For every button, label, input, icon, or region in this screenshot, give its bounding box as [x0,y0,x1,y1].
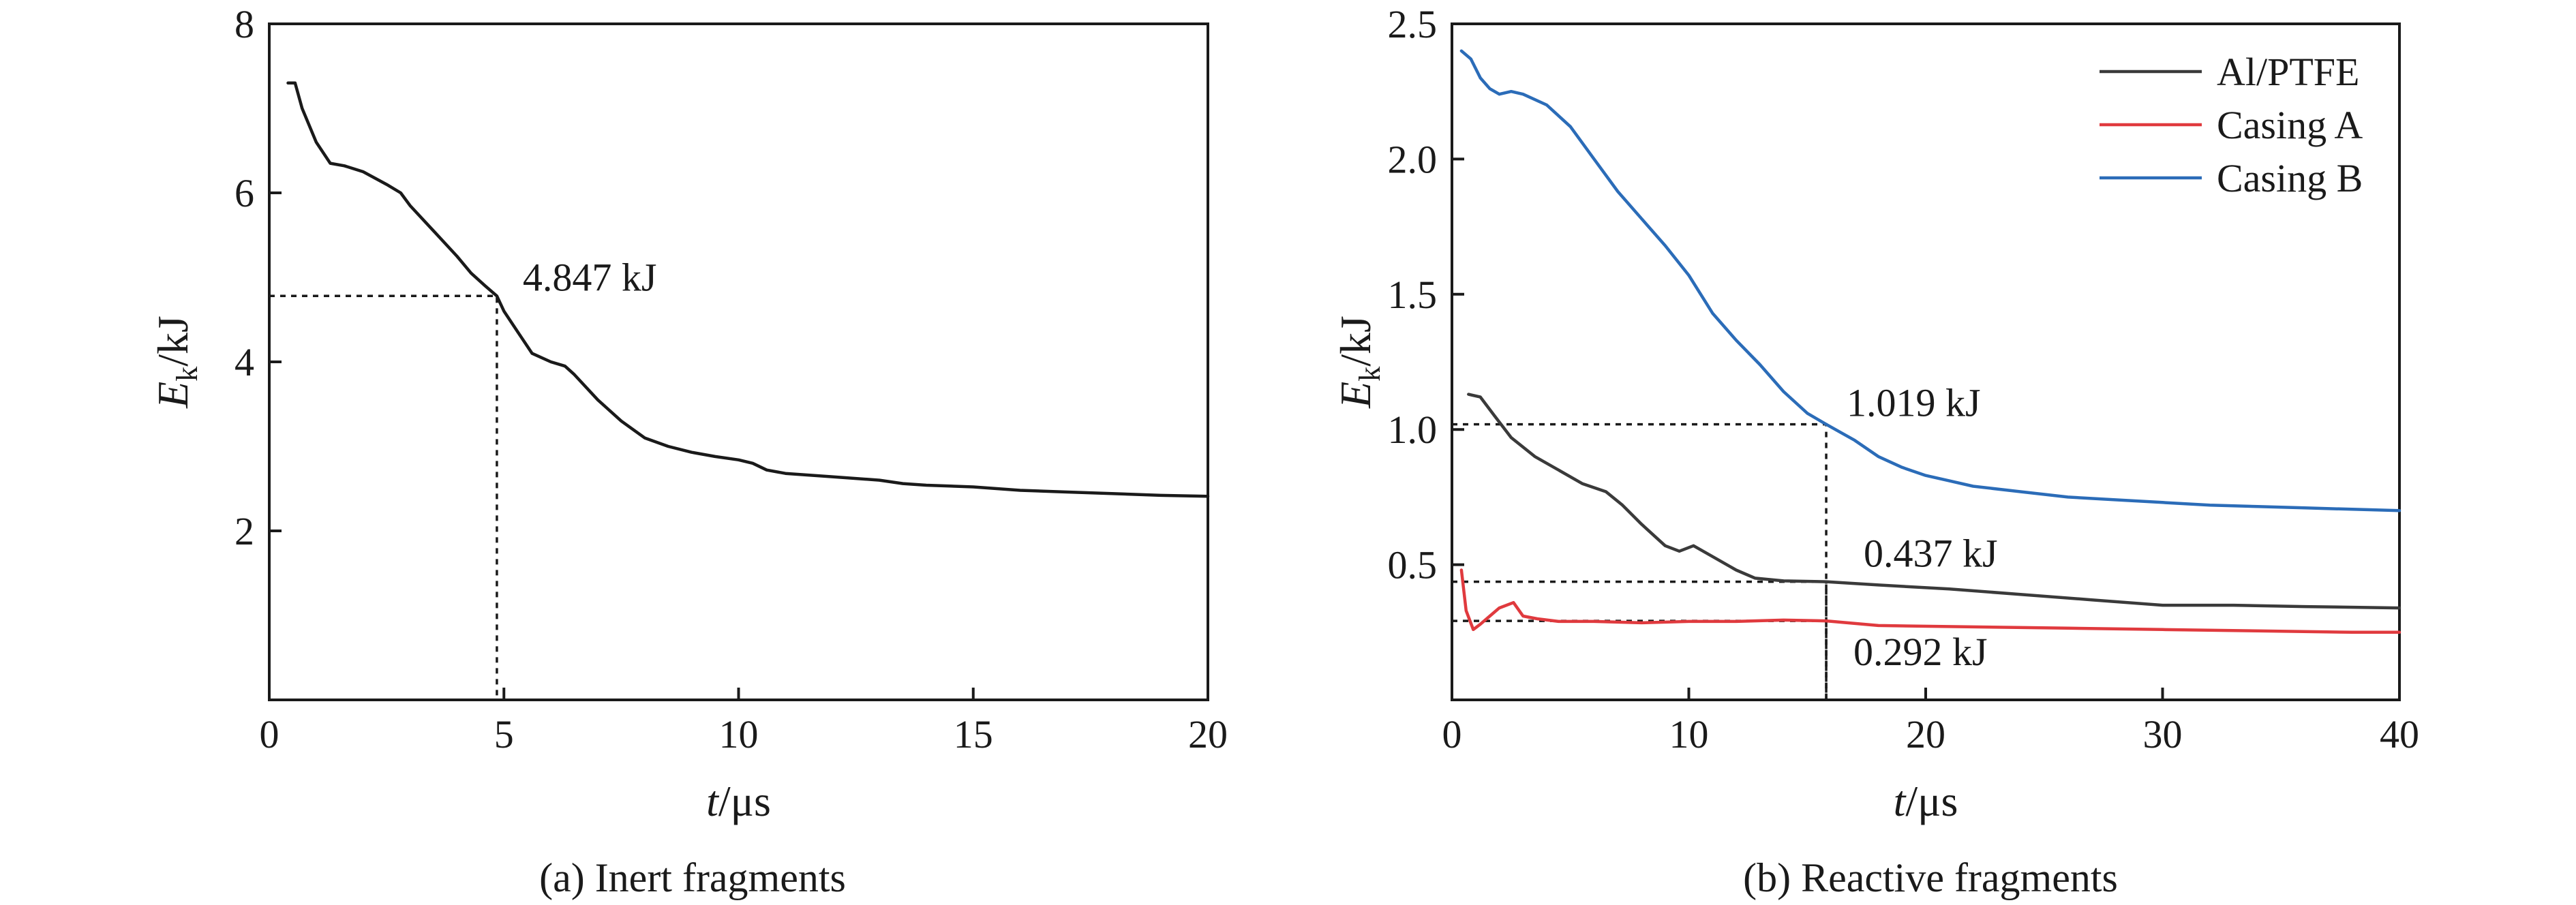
y-tick-label: 2.5 [1388,2,1438,46]
y-tick-label: 0.5 [1388,543,1438,587]
series-line-casing-a [1459,568,2401,634]
chart-panel-a: 0 5 10 15 20 2 4 6 8 t/μs Ek/kJ 4.847 kJ (a) Inert f… [149,2,1228,900]
y-tick-label: 2 [234,509,254,553]
annotation-guide-line [1452,423,1828,700]
legend-label: Al/PTFE [2217,50,2360,94]
x-tick-label: 0 [260,712,279,756]
y-tick-label: 1.0 [1388,408,1438,452]
x-axis-label: t/μs [706,777,771,825]
x-tick-label: 10 [719,712,759,756]
series-line-casing-b [1459,49,2401,512]
annotation-label: 4.847 kJ [523,255,657,299]
series-line-al-ptfe [1467,393,2401,610]
y-tick-label: 1.5 [1388,273,1438,317]
plot-frame [268,22,1209,701]
x-tick-label: 15 [954,712,993,756]
y-axis-label: Ek/kJ [149,316,204,409]
annotation-guide-line [1452,619,1828,700]
x-tick-label: 0 [1442,712,1462,756]
x-tick-label: 20 [1906,712,1945,756]
x-tick-label: 20 [1188,712,1228,756]
y-tick-label: 8 [234,2,254,46]
x-axis-label: t/μs [1894,777,1958,825]
legend-label: Casing B [2217,156,2363,200]
y-tick-label: 2.0 [1388,137,1438,181]
annotation-label: 0.292 kJ [1853,630,1988,674]
annotation-label: 0.437 kJ [1864,532,1998,576]
annotation-guide-line [269,294,498,700]
legend-label: Casing A [2217,103,2363,147]
x-tick-label: 10 [1669,712,1709,756]
x-tick-label: 30 [2143,712,2183,756]
annotation-label: 1.019 kJ [1847,381,1981,425]
y-tick-label: 4 [234,340,254,384]
x-tick-label: 5 [494,712,514,756]
annotation-guide-line [1452,580,1828,700]
y-axis-label: Ek/kJ [1331,316,1387,409]
chart-panel-b: 0 10 20 30 40 0.5 1.0 1.5 2.0 2.5 t/μs Ek/kJ 1.019 k… [1331,2,2419,900]
panel-caption: (a) Inert fragments [539,855,846,900]
y-tick-label: 6 [234,171,254,215]
legend: Al/PTFE Casing A Casing B [2100,50,2363,200]
x-tick-label: 40 [2380,712,2419,756]
series-line [286,81,1210,498]
panel-caption: (b) Reactive fragments [1743,855,2118,900]
